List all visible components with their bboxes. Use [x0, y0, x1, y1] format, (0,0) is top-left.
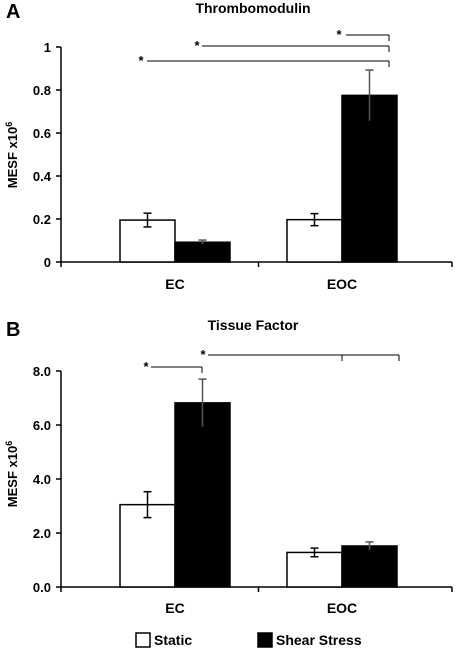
chart-b-significance-star: * — [200, 347, 206, 362]
chart-a-ylabel: MESF x106 — [4, 122, 20, 188]
chart-a-ylabel-text: MESF x10 — [5, 127, 20, 188]
chart-a-significance-star: * — [138, 53, 144, 68]
chart-b-category-label: EC — [165, 600, 184, 616]
chart-a-plot: 0 0.2 0.4 0.6 0.8 1 EC EOC * * * — [33, 27, 453, 292]
chart-b-y-tick-label: 6.0 — [33, 418, 51, 433]
chart-a-ylabel-superscript: 6 — [4, 122, 14, 127]
chart-b-y-tick-label: 0.0 — [33, 580, 51, 595]
chart-b-bar-shear-ec — [174, 402, 231, 588]
chart-b-ylabel-superscript: 6 — [4, 441, 14, 446]
chart-b-y-tick-label: 2.0 — [33, 526, 51, 541]
legend: Static Shear Stress — [135, 632, 362, 648]
chart-a-bar-shear-ec — [174, 241, 231, 263]
chart-a-y-tick-label: 0.8 — [33, 83, 51, 98]
chart-b-bar-shear-eoc — [341, 545, 398, 588]
legend-shear-swatch — [257, 632, 273, 648]
legend-static-label: Static — [154, 632, 192, 648]
chart-a-significance-star: * — [194, 38, 200, 53]
panel-a-letter: A — [6, 1, 20, 23]
chart-b-significance-star: * — [143, 359, 149, 374]
chart-b-title: Tissue Factor — [208, 317, 299, 333]
chart-a-y-tick-label: 0.6 — [33, 126, 51, 141]
chart-b-category-label: EOC — [327, 600, 357, 616]
chart-a-bar-shear-eoc — [341, 94, 398, 263]
legend-shear-label: Shear Stress — [276, 632, 362, 648]
chart-a-title: Thrombomodulin — [195, 0, 310, 16]
legend-static-swatch — [135, 632, 151, 648]
chart-a-y-tick-label: 0 — [44, 255, 51, 270]
chart-a-significance-star: * — [336, 27, 342, 42]
chart-b-plot: 0.0 2.0 4.0 6.0 8.0 EC EOC * * — [33, 347, 453, 616]
chart-a-category-label: EOC — [327, 276, 357, 292]
chart-b-y-tick-label: 4.0 — [33, 472, 51, 487]
chart-b-bar-static-eoc — [286, 551, 343, 588]
chart-b-bar-static-ec — [119, 503, 176, 588]
chart-a-y-tick-label: 0.4 — [33, 169, 52, 184]
chart-b-ylabel: MESF x106 — [4, 441, 20, 507]
chart-a-y-tick-label: 1 — [44, 40, 51, 55]
panel-b-letter: B — [6, 319, 20, 341]
chart-b-y-tick-label: 8.0 — [33, 364, 51, 379]
chart-a-category-label: EC — [165, 276, 184, 292]
chart-b-ylabel-text: MESF x10 — [5, 446, 20, 507]
chart-a-y-tick-label: 0.2 — [33, 212, 51, 227]
